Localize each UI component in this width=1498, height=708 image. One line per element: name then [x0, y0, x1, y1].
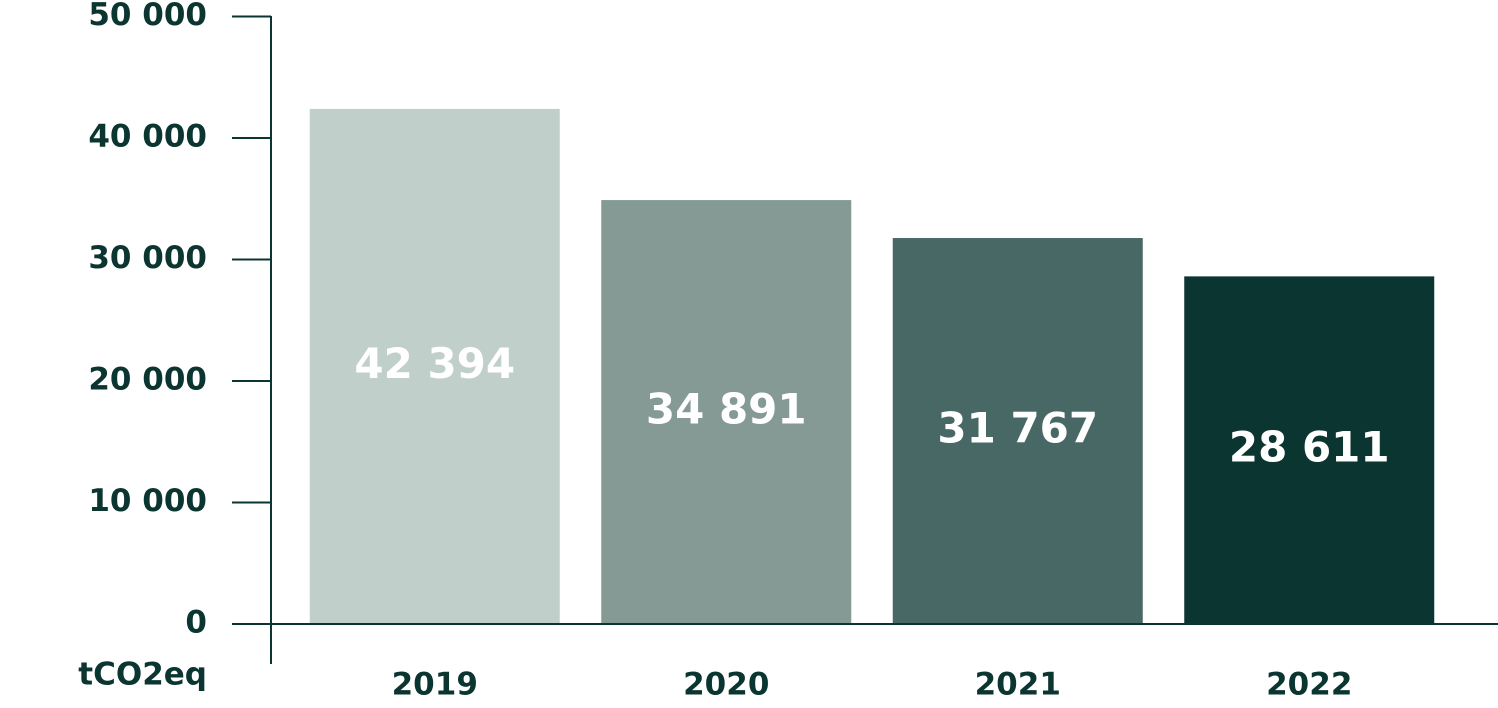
- value-label: 28 611: [1229, 423, 1390, 472]
- y-tick-label: 50 000: [88, 0, 207, 33]
- x-tick-label: 2019: [392, 667, 478, 703]
- y-tick-label: 30 000: [88, 240, 207, 276]
- y-axis-label: tCO2eq: [78, 657, 207, 693]
- x-tick-label: 2022: [1266, 667, 1352, 703]
- value-label: 34 891: [646, 385, 807, 434]
- y-tick-label: 10 000: [88, 483, 207, 519]
- bar: [601, 200, 852, 625]
- y-tick-label: 0: [185, 605, 207, 641]
- x-tick-label: 2020: [683, 667, 769, 703]
- bar: [1184, 276, 1435, 624]
- y-tick-label: 40 000: [88, 119, 207, 155]
- y-tick-label: 20 000: [88, 362, 207, 398]
- x-tick-label: 2021: [975, 667, 1061, 703]
- value-label: 42 394: [354, 339, 515, 388]
- value-label: 31 767: [937, 404, 1098, 453]
- bar: [309, 108, 560, 624]
- bar: [892, 238, 1143, 624]
